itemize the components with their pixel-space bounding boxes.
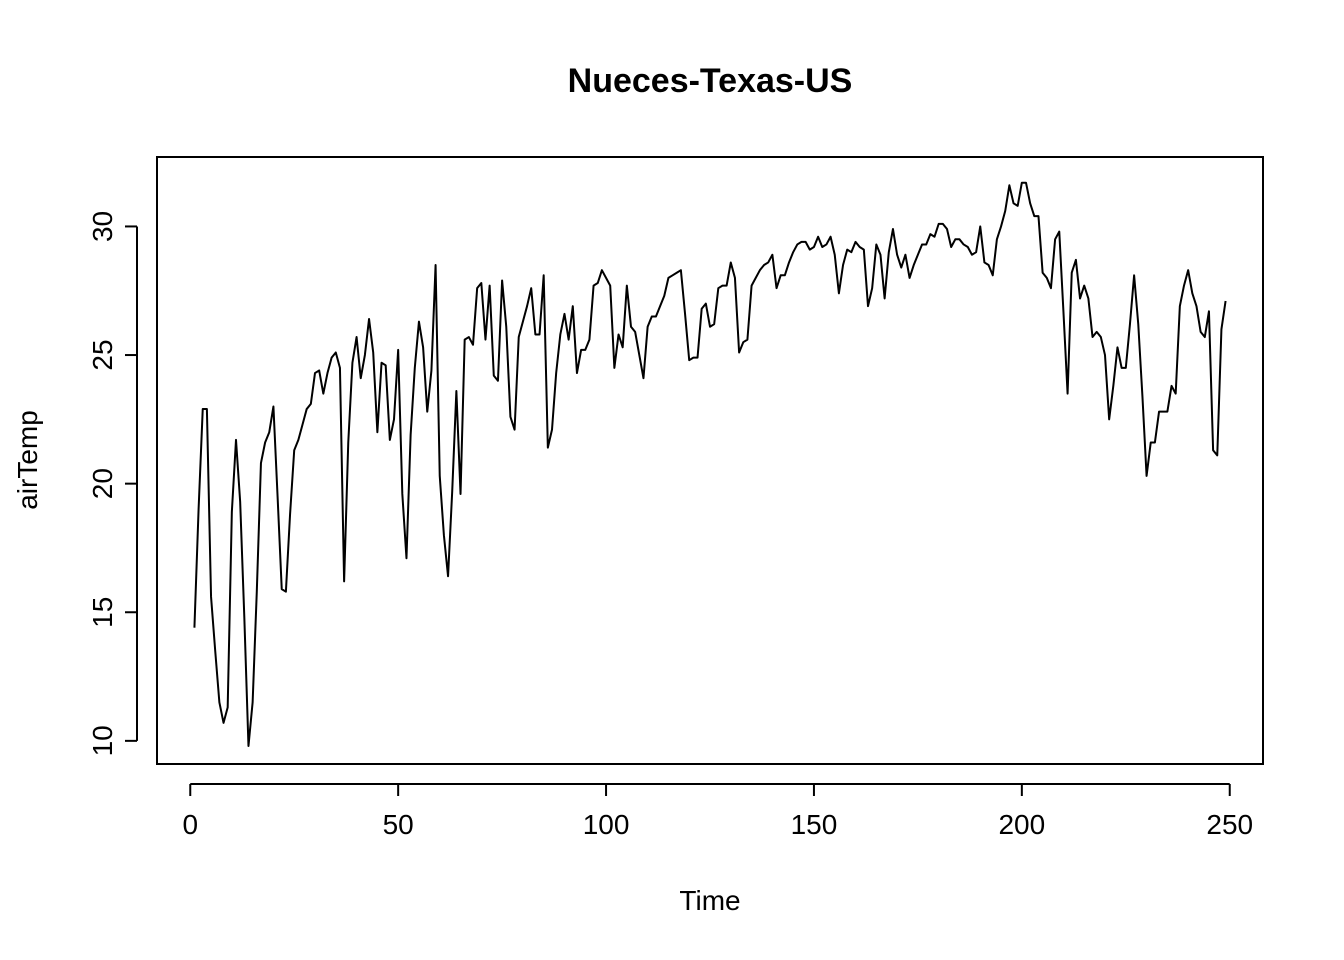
x-axis-label: Time <box>679 885 740 916</box>
y-axis-label: airTemp <box>12 410 43 510</box>
x-axis: 0 50 100 150 200 250 <box>182 783 1253 840</box>
x-tick-label: 250 <box>1206 809 1253 840</box>
y-tick-label: 30 <box>87 211 118 242</box>
x-tick-label: 150 <box>791 809 838 840</box>
y-tick-label: 10 <box>87 725 118 756</box>
y-tick-label: 15 <box>87 597 118 628</box>
y-tick-label: 25 <box>87 339 118 370</box>
series-line <box>193 181 1227 747</box>
x-tick-label: 50 <box>383 809 414 840</box>
x-tick-label: 100 <box>583 809 630 840</box>
plot-frame <box>156 156 1264 765</box>
chart-title: Nueces-Texas-US <box>568 62 853 100</box>
x-tick-label: 0 <box>182 809 198 840</box>
y-tick-label: 20 <box>87 468 118 499</box>
y-axis: 10 15 20 25 30 <box>87 211 138 756</box>
x-tick-label: 200 <box>998 809 1045 840</box>
